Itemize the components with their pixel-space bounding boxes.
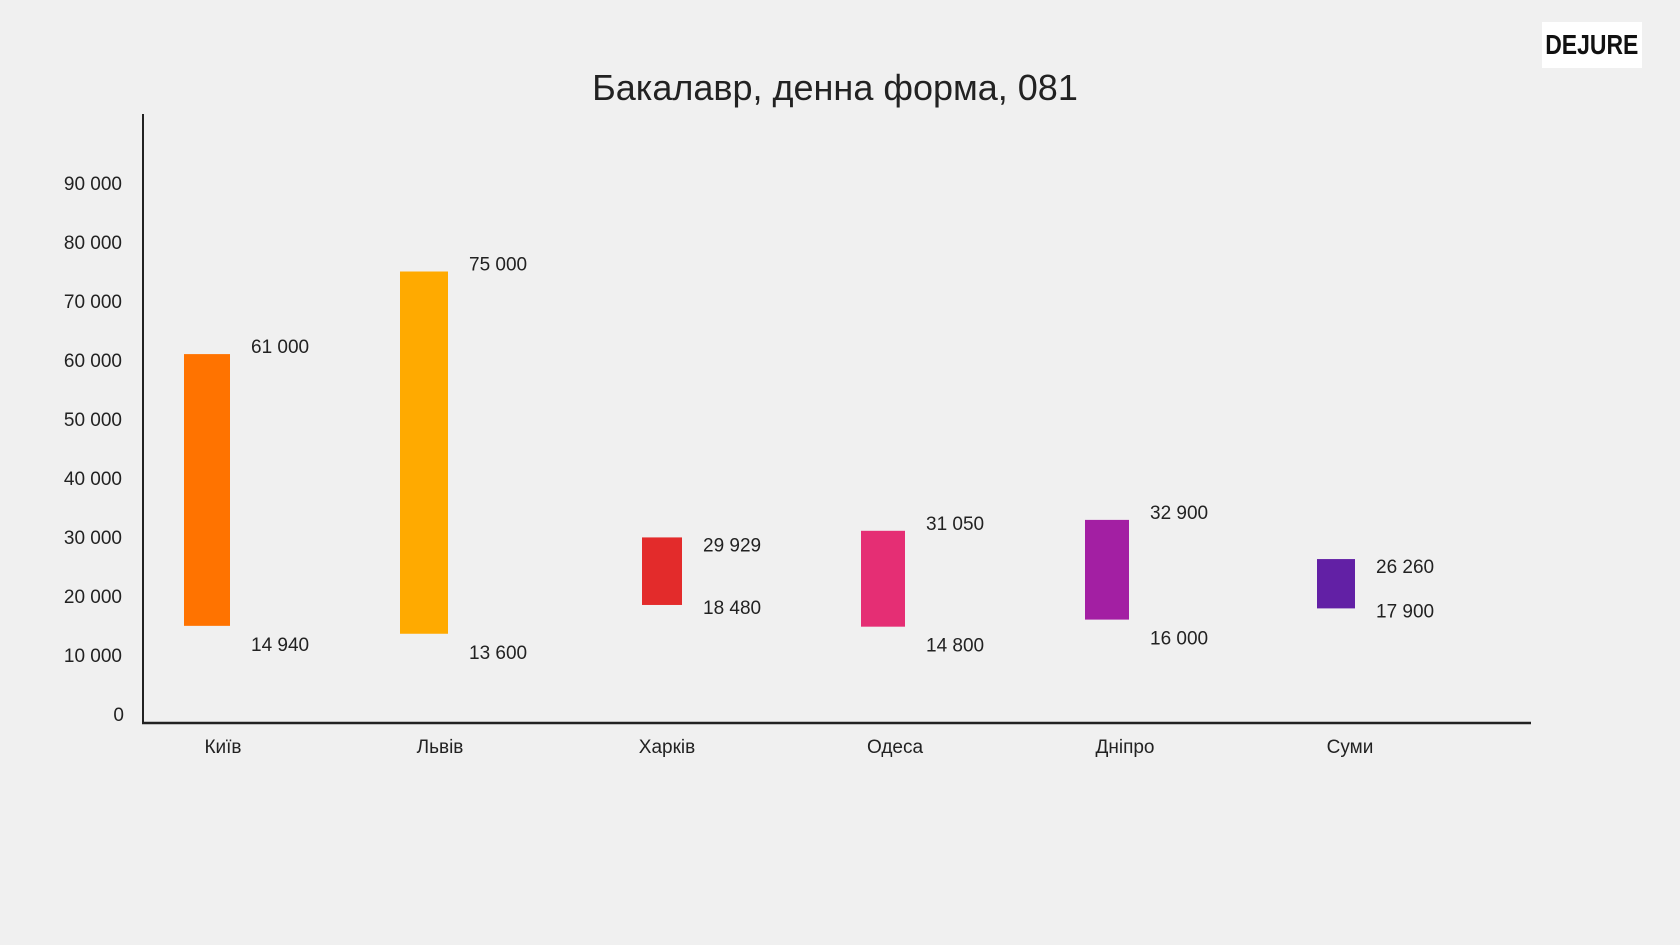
x-axis-categories: Київ Львів Харків Одеса Дніпро Суми bbox=[204, 737, 1373, 758]
range-bar bbox=[1317, 559, 1355, 609]
min-value-label: 17 900 bbox=[1376, 601, 1434, 622]
range-bar bbox=[400, 271, 448, 634]
chart-title: Бакалавр, денна форма, 081 bbox=[592, 67, 1078, 108]
x-category-label: Дніпро bbox=[1095, 737, 1154, 758]
max-value-label: 75 000 bbox=[469, 255, 527, 276]
value-labels-group: 61 000 14 940 75 000 13 600 29 929 18 480 31 0… bbox=[251, 255, 1434, 664]
max-value-label: 31 050 bbox=[926, 514, 984, 535]
x-category-label: Суми bbox=[1327, 737, 1374, 758]
dejure-logo: DEJURE bbox=[1542, 22, 1642, 68]
x-category-label: Харків bbox=[639, 737, 695, 758]
min-value-label: 16 000 bbox=[1150, 629, 1208, 650]
y-tick-label: 50 000 bbox=[64, 410, 122, 431]
x-category-label: Одеса bbox=[867, 737, 924, 758]
y-tick-label: 0 bbox=[113, 705, 124, 726]
y-tick-label: 60 000 bbox=[64, 351, 122, 372]
min-value-label: 14 800 bbox=[926, 636, 984, 657]
y-tick-label: 70 000 bbox=[64, 292, 122, 313]
y-tick-label: 30 000 bbox=[64, 528, 122, 549]
max-value-label: 29 929 bbox=[703, 535, 761, 556]
logo-text: DEJURE bbox=[1545, 29, 1639, 60]
y-tick-label: 90 000 bbox=[64, 174, 122, 195]
min-value-label: 18 480 bbox=[703, 598, 761, 619]
max-value-label: 61 000 bbox=[251, 337, 309, 358]
range-bar bbox=[861, 530, 905, 627]
max-value-label: 32 900 bbox=[1150, 503, 1208, 524]
x-category-label: Київ bbox=[204, 737, 241, 758]
min-value-label: 14 940 bbox=[251, 635, 309, 656]
y-tick-label: 10 000 bbox=[64, 646, 122, 667]
bars-group bbox=[184, 271, 1355, 634]
range-bar bbox=[1085, 519, 1129, 620]
min-value-label: 13 600 bbox=[469, 643, 527, 664]
y-tick-label: 40 000 bbox=[64, 469, 122, 490]
range-bar bbox=[184, 354, 230, 626]
y-tick-label: 20 000 bbox=[64, 587, 122, 608]
y-tick-label: 80 000 bbox=[64, 233, 122, 254]
x-category-label: Львів bbox=[417, 737, 464, 758]
range-bar bbox=[642, 537, 682, 605]
max-value-label: 26 260 bbox=[1376, 557, 1434, 578]
y-axis-ticks: 0 10 000 20 000 30 000 40 000 50 000 60 000 70 … bbox=[64, 174, 124, 726]
